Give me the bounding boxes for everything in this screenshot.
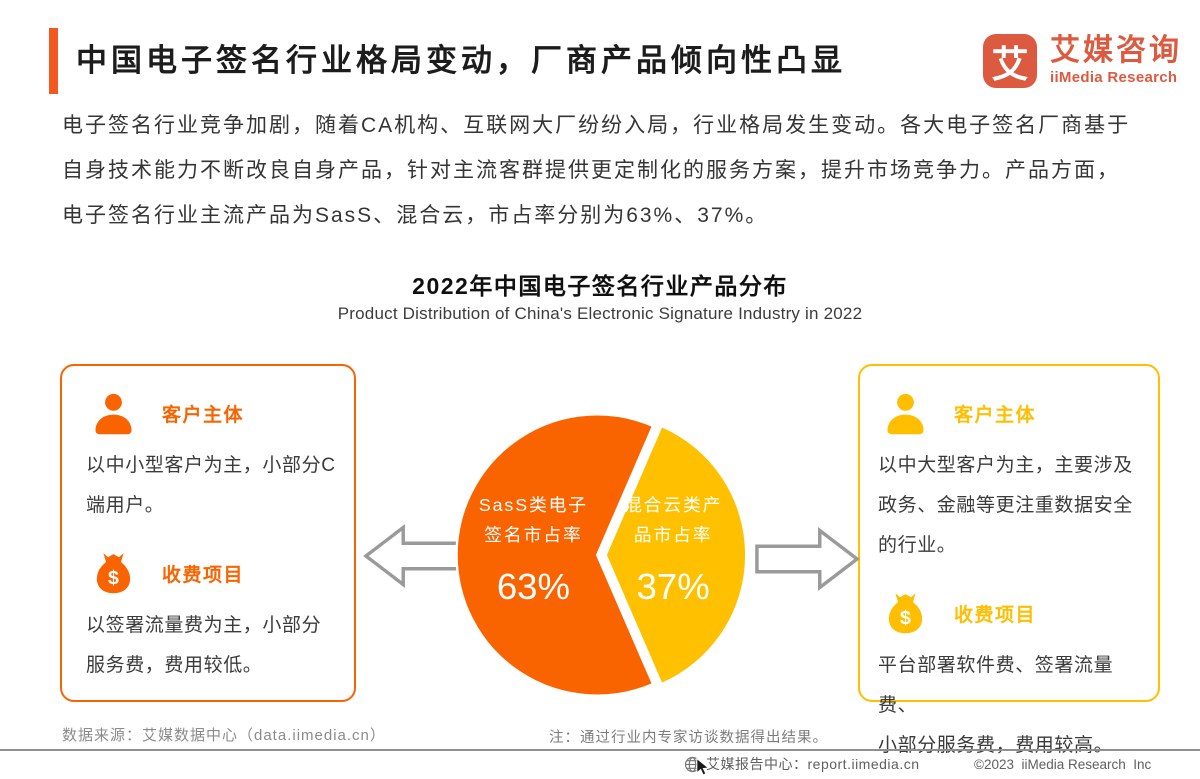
- intro-paragraph: 电子签名行业竞争加剧，随着CA机构、互联网大厂纷纷入局，行业格局发生变动。各大电…: [62, 114, 1131, 227]
- saas-info-card: 客户主体 以中小型客户为主，小部分C 端用户。 $ 收费项目 以签署流量费为主，…: [60, 364, 356, 702]
- chart-subtitle-en: Product Distribution of China's Electron…: [337, 304, 863, 323]
- card-section-fees: $ 收费项目 以签署流量费为主，小部分 服务费，费用较低。: [86, 550, 348, 686]
- svg-text:$: $: [900, 607, 911, 629]
- card-section-customer: 客户主体 以中大型客户为主，主要涉及 政务、金融等更注重数据安全 的行业。: [878, 390, 1152, 566]
- card-section-customer: 客户主体 以中小型客户为主，小部分C 端用户。: [86, 390, 348, 526]
- slice-percent: 63%: [497, 566, 570, 607]
- person-icon: [95, 393, 132, 435]
- slice-label-line1: SasS类电子: [479, 495, 588, 515]
- copyright-text: ©2023 iiMedia Research Inc: [974, 757, 1152, 772]
- iimedia-logo: 艾 艾媒咨询 iiMedia Research: [983, 34, 1182, 88]
- section-text: 以签署流量费为主，小部分 服务费，费用较低。: [86, 615, 322, 676]
- money-bag-icon: $: [96, 553, 131, 594]
- pie-slice-hybrid: 混合云类产 品市占率 37%: [604, 424, 748, 686]
- slice-label-line2: 签名市占率: [484, 525, 582, 545]
- slice-label-line2: 品市占率: [634, 525, 713, 545]
- card-section-fees: $ 收费项目 平台部署软件费、签署流量费、 小部分服务费，费用较高。: [878, 590, 1152, 766]
- logo-text: 艾媒咨询 iiMedia Research: [1050, 34, 1182, 86]
- page-title: 中国电子签名行业格局变动，厂商产品倾向性凸显: [76, 43, 846, 78]
- money-bag-icon: $: [888, 593, 923, 634]
- mouse-cursor: [696, 758, 710, 776]
- hybrid-cloud-info-card: 客户主体 以中大型客户为主，主要涉及 政务、金融等更注重数据安全 的行业。 $ …: [858, 364, 1160, 756]
- report-center-text: 艾媒报告中心：report.iimedia.cn: [706, 756, 920, 772]
- section-header: 客户主体: [882, 390, 1152, 437]
- slice-percent: 37%: [637, 566, 710, 607]
- svg-text:$: $: [108, 567, 119, 589]
- iimedia-logo-icon: 艾: [983, 34, 1037, 88]
- section-title: 客户主体: [954, 405, 1037, 426]
- section-title: 收费项目: [162, 565, 245, 586]
- section-header: $ 收费项目: [90, 550, 348, 597]
- section-text: 平台部署软件费、签署流量费、 小部分服务费，费用较高。: [878, 655, 1114, 756]
- arrow-right-icon: [755, 527, 860, 591]
- report-center-line: 艾媒报告中心：report.iimedia.cn: [684, 754, 920, 774]
- chart-title: 2022年中国电子签名行业产品分布: [412, 273, 788, 299]
- pie-slice-saas: SasS类电子 签名市占率 63%: [455, 413, 655, 697]
- footnote: 注：通过行业内专家访谈数据得出结果。: [549, 730, 828, 746]
- section-title: 客户主体: [162, 405, 245, 426]
- logo-name-cn: 艾媒咨询: [1050, 34, 1182, 67]
- pie-chart: SasS类电子 签名市占率 63% 混合云类产 品市占率 37%: [455, 413, 748, 697]
- person-icon: [887, 393, 924, 435]
- logo-name-en: iiMedia Research: [1050, 69, 1178, 86]
- title-accent-bar: [49, 28, 58, 94]
- data-source: 数据来源：艾媒数据中心（data.iimedia.cn）: [62, 727, 386, 744]
- section-text: 以中大型客户为主，主要涉及 政务、金融等更注重数据安全 的行业。: [878, 455, 1133, 556]
- footer-divider: [0, 749, 1200, 751]
- section-header: 客户主体: [90, 390, 348, 437]
- section-header: $ 收费项目: [882, 590, 1152, 637]
- slice-label-line1: 混合云类产: [624, 495, 722, 515]
- section-text: 以中小型客户为主，小部分C 端用户。: [86, 455, 336, 516]
- section-title: 收费项目: [954, 605, 1037, 626]
